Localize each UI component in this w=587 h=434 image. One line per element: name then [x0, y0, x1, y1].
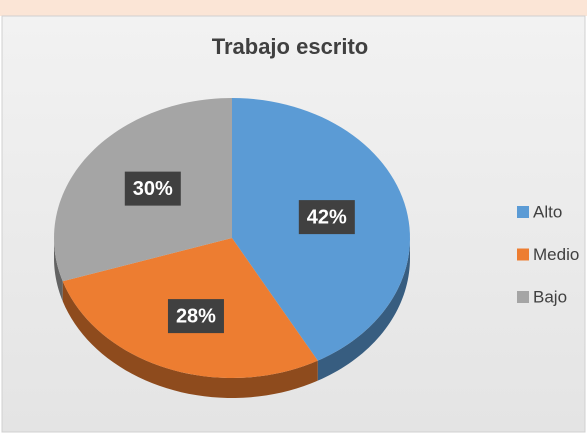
legend-label: Alto — [533, 202, 562, 221]
legend-swatch — [517, 248, 529, 261]
legend-label: Medio — [533, 245, 579, 264]
data-label-box — [167, 299, 224, 334]
data-label-box — [124, 171, 181, 206]
top-band — [0, 0, 587, 16]
data-label: 28% — [176, 305, 216, 327]
legend-swatch — [517, 291, 529, 303]
legend-swatch — [517, 206, 529, 218]
slice-side — [62, 281, 318, 398]
data-label: 30% — [133, 178, 173, 200]
chart-title: Trabajo escrito — [212, 34, 369, 59]
legend-label: Bajo — [533, 287, 567, 306]
slice-side — [54, 238, 63, 302]
slice-side — [317, 238, 410, 381]
data-label-box — [298, 200, 355, 235]
data-label: 42% — [307, 206, 347, 228]
